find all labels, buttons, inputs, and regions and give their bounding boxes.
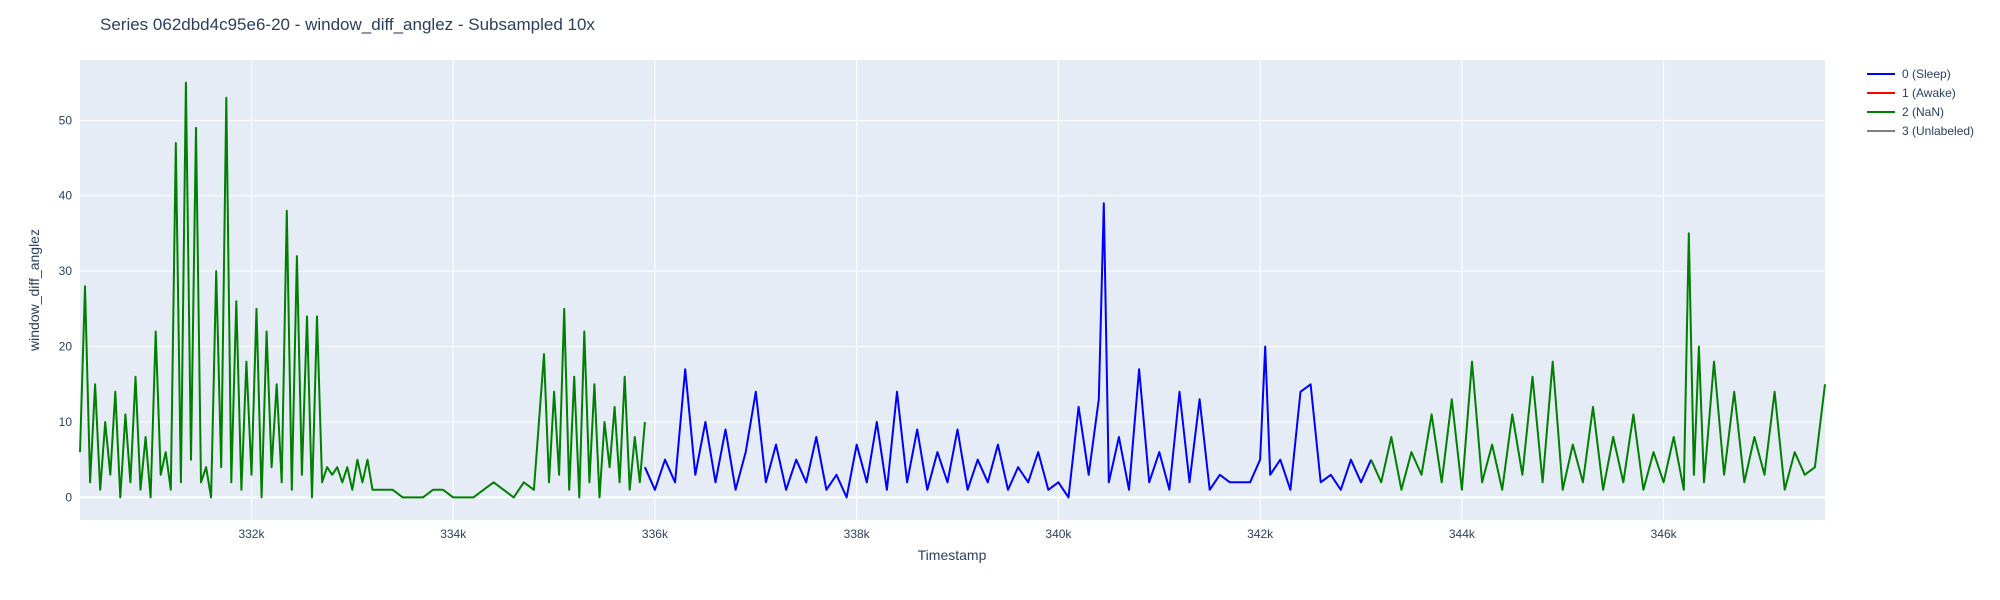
x-axis-label: Timestamp [918, 547, 987, 563]
x-tick-label: 334k [440, 527, 467, 541]
legend-label: 2 (NaN) [1902, 105, 1944, 119]
y-tick-label: 0 [65, 490, 72, 504]
x-axis-ticks: 332k 334k 336k 338k 340k 342k 344k 346k [238, 527, 1677, 541]
x-tick-label: 342k [1247, 527, 1274, 541]
y-axis-ticks: 0 10 20 30 40 50 [59, 113, 73, 504]
legend-item[interactable]: 0 (Sleep) [1867, 67, 1951, 81]
legend-label: 3 (Unlabeled) [1902, 124, 1974, 138]
gridlines [80, 60, 1825, 520]
y-axis-label: window_diff_anglez [26, 229, 42, 352]
legend-label: 1 (Awake) [1902, 86, 1956, 100]
y-tick-label: 50 [59, 113, 73, 127]
legend: 0 (Sleep) 1 (Awake) 2 (NaN) 3 (Unlabeled) [1867, 67, 1974, 138]
y-tick-label: 10 [59, 415, 73, 429]
x-tick-label: 332k [238, 527, 265, 541]
series-line [79, 81, 646, 499]
x-tick-label: 338k [844, 527, 871, 541]
x-tick-label: 336k [642, 527, 669, 541]
y-tick-label: 40 [59, 189, 73, 203]
x-tick-label: 344k [1449, 527, 1476, 541]
series-lines [79, 81, 1826, 499]
y-tick-label: 30 [59, 264, 73, 278]
y-tick-label: 20 [59, 340, 73, 354]
legend-item[interactable]: 1 (Awake) [1867, 86, 1956, 100]
legend-label: 0 (Sleep) [1902, 67, 1951, 81]
x-tick-label: 346k [1651, 527, 1678, 541]
series-line [643, 202, 1373, 499]
series-line [1370, 232, 1826, 491]
x-tick-label: 340k [1045, 527, 1072, 541]
legend-item[interactable]: 2 (NaN) [1867, 105, 1944, 119]
plot-area [80, 60, 1825, 520]
legend-item[interactable]: 3 (Unlabeled) [1867, 124, 1974, 138]
chart-title: Series 062dbd4c95e6-20 - window_diff_ang… [100, 15, 595, 34]
